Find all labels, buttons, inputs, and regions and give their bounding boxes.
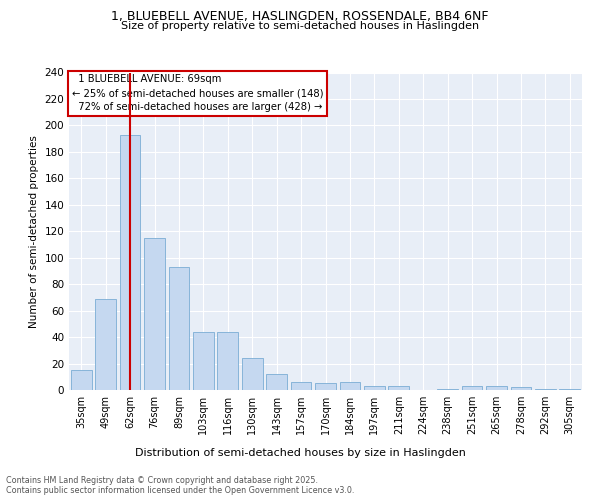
Bar [266, 374, 287, 390]
Text: Distribution of semi-detached houses by size in Haslingden: Distribution of semi-detached houses by … [134, 448, 466, 458]
Bar [315, 384, 336, 390]
Bar [535, 388, 556, 390]
Bar [437, 388, 458, 390]
Bar [217, 332, 238, 390]
Bar [461, 386, 482, 390]
Text: Contains public sector information licensed under the Open Government Licence v3: Contains public sector information licen… [6, 486, 355, 495]
Bar [486, 386, 507, 390]
Bar [144, 238, 165, 390]
Bar [511, 388, 532, 390]
Bar [119, 134, 140, 390]
Bar [290, 382, 311, 390]
Text: 1, BLUEBELL AVENUE, HASLINGDEN, ROSSENDALE, BB4 6NF: 1, BLUEBELL AVENUE, HASLINGDEN, ROSSENDA… [111, 10, 489, 23]
Y-axis label: Number of semi-detached properties: Number of semi-detached properties [29, 135, 39, 328]
Bar [71, 370, 92, 390]
Text: 1 BLUEBELL AVENUE: 69sqm
← 25% of semi-detached houses are smaller (148)
  72% o: 1 BLUEBELL AVENUE: 69sqm ← 25% of semi-d… [71, 74, 323, 112]
Bar [193, 332, 214, 390]
Text: Size of property relative to semi-detached houses in Haslingden: Size of property relative to semi-detach… [121, 21, 479, 31]
Bar [242, 358, 263, 390]
Bar [340, 382, 361, 390]
Bar [95, 298, 116, 390]
Bar [388, 386, 409, 390]
Bar [559, 388, 580, 390]
Text: Contains HM Land Registry data © Crown copyright and database right 2025.: Contains HM Land Registry data © Crown c… [6, 476, 318, 485]
Bar [169, 267, 190, 390]
Bar [364, 386, 385, 390]
